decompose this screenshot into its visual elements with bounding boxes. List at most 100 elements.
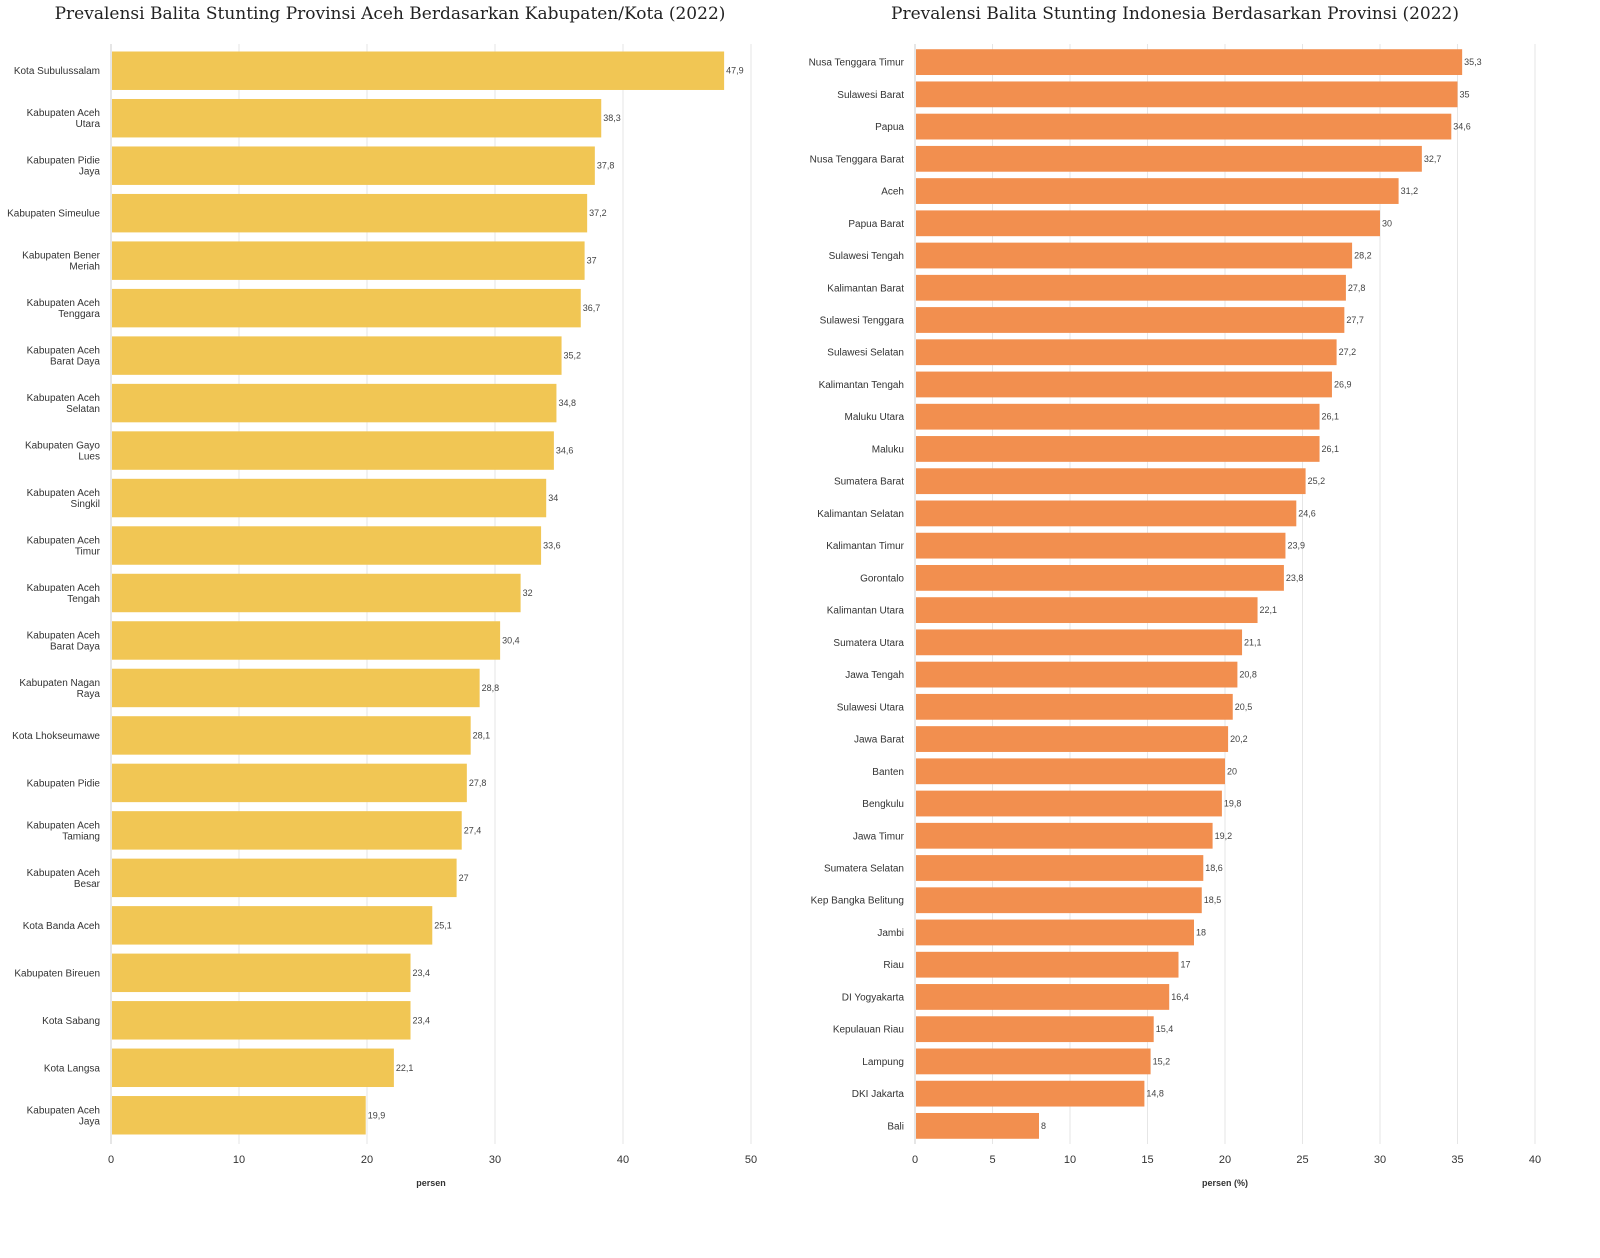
x-axis-label: persen (%)	[1202, 1178, 1248, 1188]
category-label: Jawa Barat	[854, 735, 904, 746]
value-label: 19,8	[1224, 799, 1242, 809]
bar	[916, 274, 1346, 301]
bar	[112, 146, 595, 185]
category-label: Kalimantan Barat	[827, 283, 904, 294]
category-label: Bengkulu	[862, 799, 904, 810]
category-label: Kalimantan Utara	[827, 606, 905, 617]
category-label: Kep Bangka Belitung	[811, 896, 904, 907]
bar	[916, 49, 1463, 76]
value-label: 27,4	[464, 825, 482, 835]
bar	[916, 661, 1238, 688]
category-label: Aceh	[881, 187, 904, 198]
bar	[916, 210, 1380, 237]
bar	[916, 403, 1320, 430]
indonesia-chart-panel: Prevalensi Balita Stunting Indonesia Ber…	[790, 0, 1600, 1258]
category-label: DKI Jakarta	[852, 1089, 905, 1100]
category-label: Jaya	[79, 1116, 101, 1127]
category-label: Kabupaten Aceh	[27, 868, 100, 879]
category-label: Besar	[74, 879, 101, 890]
bar	[112, 241, 585, 280]
value-label: 8	[1041, 1121, 1046, 1131]
category-label: Barat Daya	[50, 357, 100, 368]
bar	[916, 468, 1306, 495]
bar	[916, 790, 1222, 817]
bar	[112, 763, 467, 803]
bar	[916, 81, 1458, 108]
category-label: Selatan	[66, 404, 100, 415]
value-label: 30	[1382, 218, 1392, 228]
category-label: Singkil	[71, 499, 100, 510]
category-label: Papua	[875, 122, 904, 133]
category-label: Kota Banda Aceh	[23, 921, 100, 932]
bar	[112, 621, 501, 660]
category-label: DI Yogyakarta	[842, 992, 905, 1003]
x-tick-label: 30	[489, 1154, 501, 1166]
value-label: 23,4	[413, 1015, 431, 1025]
x-tick-label: 0	[912, 1154, 918, 1166]
category-label: Sulawesi Tenggara	[820, 316, 905, 327]
bar	[916, 371, 1332, 398]
category-label: Sumatera Utara	[833, 638, 904, 649]
bar	[916, 693, 1233, 720]
category-label: Sumatera Selatan	[824, 864, 904, 875]
value-label: 23,9	[1287, 541, 1305, 551]
value-label: 27	[459, 873, 469, 883]
bar	[916, 1112, 1039, 1139]
category-label: Meriah	[69, 262, 100, 273]
aceh-chart-panel: Prevalensi Balita Stunting Provinsi Aceh…	[0, 0, 790, 1258]
category-label: Kalimantan Timur	[826, 541, 904, 552]
category-label: Raya	[77, 689, 101, 700]
category-label: Sulawesi Tengah	[829, 251, 904, 262]
value-label: 32	[523, 588, 533, 598]
category-label: Kabupaten Aceh	[27, 820, 100, 831]
value-label: 27,8	[1348, 283, 1366, 293]
category-label: Tengah	[67, 594, 100, 605]
bar	[112, 193, 588, 233]
value-label: 23,4	[413, 968, 431, 978]
bar	[916, 1016, 1154, 1043]
value-label: 37	[587, 256, 597, 266]
category-label: Kalimantan Tengah	[819, 380, 904, 391]
category-label: Papua Barat	[848, 219, 904, 230]
category-label: Sulawesi Utara	[837, 702, 905, 713]
value-label: 36,7	[583, 303, 601, 313]
value-label: 31,2	[1401, 186, 1419, 196]
category-label: Kabupaten Pidie	[27, 156, 101, 167]
value-label: 25,1	[434, 920, 452, 930]
value-label: 17	[1181, 960, 1191, 970]
value-label: 18	[1196, 927, 1206, 937]
aceh-bar-chart: 0 10 20 30 40 50 47,9 Kota Subulussalam 38,3 Kabu…	[7, 44, 757, 1188]
bar	[916, 145, 1422, 172]
bar	[916, 597, 1258, 624]
category-label: Sulawesi Barat	[837, 90, 904, 101]
bar	[916, 500, 1297, 527]
category-label: Maluku Utara	[845, 412, 905, 423]
value-label: 24,6	[1298, 508, 1316, 518]
category-label: Kabupaten Bireuen	[14, 968, 100, 979]
category-label: Riau	[883, 960, 904, 971]
bar	[916, 629, 1243, 656]
category-label: Kabupaten Gayo	[25, 441, 100, 452]
category-label: Jambi	[877, 928, 904, 939]
x-tick-label: 15	[1141, 1154, 1153, 1166]
category-label: Kabupaten Nagan	[19, 678, 100, 689]
bar	[112, 906, 433, 945]
category-label: Kota Lhokseumawe	[12, 731, 100, 742]
value-label: 26,1	[1322, 444, 1340, 454]
x-tick-label: 0	[108, 1154, 114, 1166]
x-tick-label: 30	[1374, 1154, 1386, 1166]
category-label: Barat Daya	[50, 641, 100, 652]
category-label: Lues	[78, 452, 100, 463]
category-label: Timur	[75, 547, 101, 558]
bar	[916, 919, 1194, 946]
bar	[916, 532, 1286, 559]
value-label: 34	[548, 493, 558, 503]
category-label: Kabupaten Aceh	[27, 108, 100, 119]
bar	[916, 855, 1204, 881]
indonesia-bar-chart: 0 5 10 15 20 25 30 35 40 35,3 Nusa Tenggara Timur 3…	[809, 44, 1541, 1188]
value-label: 25,2	[1308, 476, 1326, 486]
category-label: Kota Langsa	[44, 1063, 101, 1074]
value-label: 32,7	[1424, 154, 1442, 164]
x-tick-label: 5	[989, 1154, 995, 1166]
value-label: 23,8	[1286, 573, 1304, 583]
